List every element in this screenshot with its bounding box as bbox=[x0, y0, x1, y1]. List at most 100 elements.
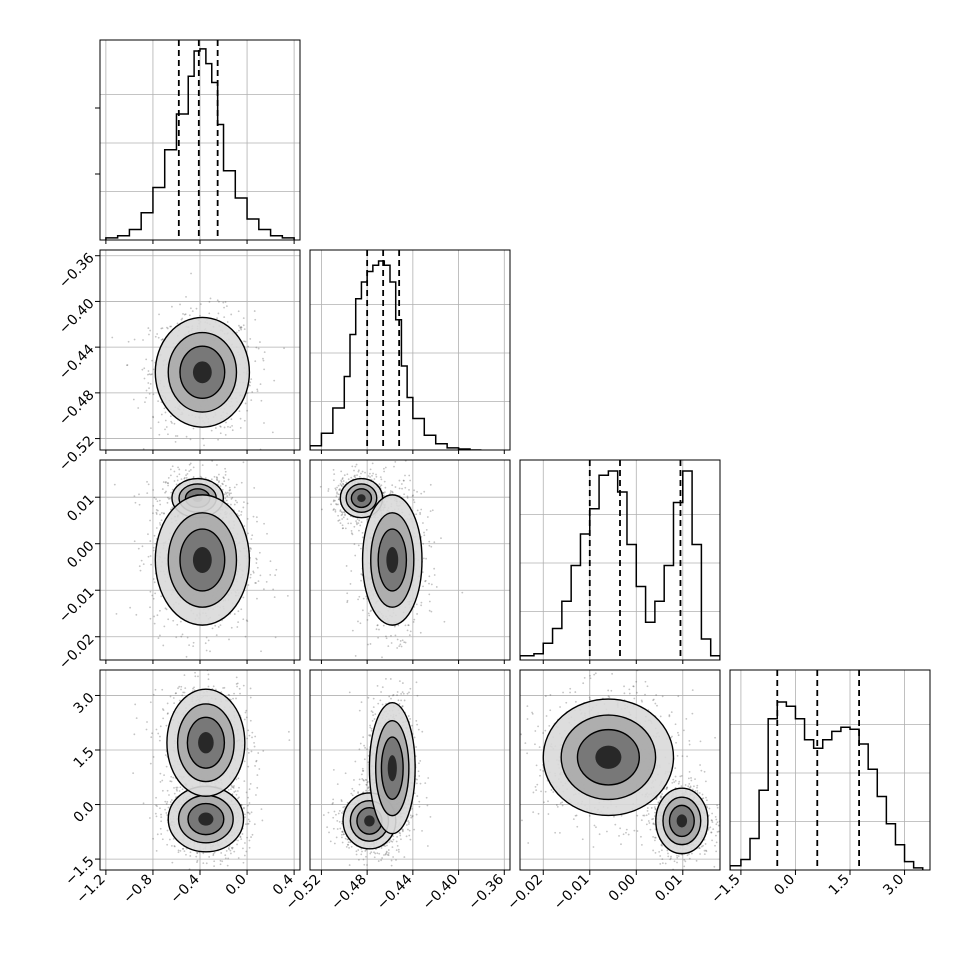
sample-point bbox=[430, 510, 432, 512]
sample-point bbox=[246, 410, 248, 412]
contour-level bbox=[357, 494, 365, 502]
sample-point bbox=[238, 310, 240, 312]
sample-point bbox=[230, 492, 232, 494]
sample-point bbox=[399, 480, 401, 482]
sample-point bbox=[165, 420, 167, 422]
sample-point bbox=[146, 481, 148, 483]
sample-point bbox=[258, 348, 260, 350]
sample-point bbox=[235, 500, 237, 502]
sample-point bbox=[359, 476, 361, 478]
y-tick-label: 0.00 bbox=[64, 538, 97, 571]
sample-point bbox=[228, 789, 230, 791]
sample-point bbox=[338, 485, 340, 487]
sample-point bbox=[431, 584, 433, 586]
sample-point bbox=[333, 469, 335, 471]
sample-point bbox=[152, 838, 154, 840]
sample-point bbox=[153, 497, 155, 499]
sample-point bbox=[402, 639, 404, 641]
sample-point bbox=[413, 489, 415, 491]
sample-point bbox=[165, 812, 167, 814]
sample-point bbox=[243, 501, 245, 503]
sample-point bbox=[383, 625, 385, 627]
sample-point bbox=[419, 512, 421, 514]
sample-point bbox=[238, 857, 240, 859]
sample-point bbox=[182, 313, 184, 315]
panel-2-0: −0.02−0.010.000.01 bbox=[56, 431, 300, 673]
sample-point bbox=[236, 676, 238, 678]
sample-point bbox=[209, 871, 211, 873]
sample-point bbox=[165, 481, 167, 483]
sample-point bbox=[203, 444, 205, 446]
sample-point bbox=[340, 509, 342, 511]
sample-point bbox=[353, 470, 355, 472]
sample-point bbox=[256, 521, 258, 523]
sample-point bbox=[408, 475, 410, 477]
sample-point bbox=[178, 849, 180, 851]
sample-point bbox=[214, 625, 216, 627]
sample-point bbox=[288, 731, 290, 733]
sample-point bbox=[220, 426, 222, 428]
sample-point bbox=[150, 427, 152, 429]
sample-point bbox=[259, 341, 261, 343]
sample-point bbox=[421, 602, 423, 604]
sample-point bbox=[216, 479, 218, 481]
sample-point bbox=[390, 635, 392, 637]
sample-point bbox=[236, 484, 238, 486]
sample-point bbox=[263, 588, 265, 590]
sample-point bbox=[192, 310, 194, 312]
sample-point bbox=[227, 426, 229, 428]
sample-point bbox=[167, 482, 169, 484]
sample-point bbox=[385, 467, 387, 469]
sample-point bbox=[247, 823, 249, 825]
sample-point bbox=[251, 811, 253, 813]
sample-point bbox=[269, 574, 271, 576]
sample-point bbox=[350, 583, 352, 585]
sample-point bbox=[358, 530, 360, 532]
sample-point bbox=[234, 504, 236, 506]
sample-point bbox=[126, 364, 128, 366]
sample-point bbox=[167, 790, 169, 792]
sample-point bbox=[178, 469, 180, 471]
sample-point bbox=[170, 421, 172, 423]
sample-point bbox=[387, 645, 389, 647]
sample-point bbox=[216, 634, 218, 636]
sample-point bbox=[232, 698, 234, 700]
sample-point bbox=[353, 475, 355, 477]
sample-point bbox=[221, 483, 223, 485]
sample-point bbox=[172, 620, 174, 622]
sample-point bbox=[245, 636, 247, 638]
sample-point bbox=[154, 581, 156, 583]
sample-point bbox=[261, 820, 263, 822]
sample-point bbox=[403, 480, 405, 482]
sample-point bbox=[350, 523, 352, 525]
sample-point bbox=[186, 656, 188, 658]
sample-point bbox=[149, 540, 151, 542]
sample-point bbox=[159, 504, 161, 506]
sample-point bbox=[255, 794, 257, 796]
sample-point bbox=[270, 560, 272, 562]
sample-point bbox=[413, 619, 415, 621]
sample-point bbox=[357, 598, 359, 600]
sample-point bbox=[161, 512, 163, 514]
sample-point bbox=[202, 852, 204, 854]
sample-point bbox=[161, 414, 163, 416]
sample-point bbox=[258, 768, 260, 770]
sample-point bbox=[384, 487, 386, 489]
sample-point bbox=[239, 410, 241, 412]
sample-point bbox=[178, 686, 180, 688]
sample-point bbox=[247, 532, 249, 534]
sample-point bbox=[243, 862, 245, 864]
sample-point bbox=[159, 522, 161, 524]
sample-point bbox=[159, 514, 161, 516]
sample-point bbox=[264, 351, 266, 353]
sample-point bbox=[337, 520, 339, 522]
sample-point bbox=[184, 850, 186, 852]
sample-point bbox=[444, 621, 446, 623]
sample-point bbox=[217, 299, 219, 301]
sample-point bbox=[391, 642, 393, 644]
sample-point bbox=[178, 851, 180, 853]
sample-point bbox=[423, 532, 425, 534]
sample-point bbox=[163, 512, 165, 514]
sample-point bbox=[157, 510, 159, 512]
sample-point bbox=[159, 635, 161, 637]
